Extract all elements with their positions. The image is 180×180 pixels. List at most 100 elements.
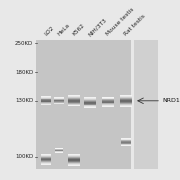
Bar [68, 163, 80, 164]
Bar [40, 98, 51, 99]
Bar [102, 102, 114, 103]
Bar [121, 141, 131, 142]
Text: HeLa: HeLa [57, 23, 71, 37]
Bar [120, 99, 132, 100]
Bar [54, 98, 64, 99]
Bar [54, 101, 64, 102]
Bar [55, 149, 64, 150]
Bar [102, 100, 114, 101]
Bar [120, 97, 132, 98]
Bar [40, 97, 51, 98]
Bar [68, 100, 80, 101]
Bar [102, 104, 114, 105]
Text: K562: K562 [71, 23, 85, 37]
Bar [40, 157, 51, 159]
Bar [40, 155, 51, 156]
Bar [120, 105, 132, 107]
Bar [40, 163, 51, 164]
Bar [68, 155, 80, 156]
Bar [121, 139, 131, 140]
Bar [40, 101, 51, 102]
Bar [120, 96, 132, 97]
Bar [120, 103, 132, 104]
Bar [68, 96, 80, 97]
Bar [68, 104, 80, 105]
Bar [54, 100, 64, 101]
Bar [102, 106, 114, 107]
Bar [40, 98, 51, 100]
Text: LO2: LO2 [43, 25, 55, 37]
Bar [84, 107, 96, 108]
Bar [102, 101, 114, 102]
Bar [84, 102, 96, 104]
Bar [68, 98, 80, 99]
Bar [68, 105, 80, 106]
Text: 180KD: 180KD [15, 69, 33, 75]
Bar [68, 154, 80, 156]
Bar [84, 98, 96, 99]
Bar [68, 103, 80, 105]
Bar [102, 102, 114, 103]
Bar [40, 160, 51, 161]
Bar [54, 98, 64, 99]
Bar [84, 99, 96, 100]
Bar [54, 102, 64, 103]
Bar [102, 97, 114, 98]
Bar [68, 159, 80, 160]
Bar [55, 148, 64, 149]
Bar [54, 103, 64, 104]
Bar [54, 99, 64, 100]
Bar [120, 102, 132, 103]
Bar [40, 103, 51, 104]
Bar [68, 160, 80, 161]
Bar [68, 95, 80, 96]
Bar [40, 156, 51, 157]
Bar [40, 104, 51, 105]
Bar [68, 99, 80, 100]
Bar [36, 40, 131, 169]
Bar [84, 105, 96, 106]
Bar [54, 103, 64, 104]
Bar [102, 103, 114, 104]
Bar [121, 145, 131, 146]
Bar [40, 161, 51, 162]
Bar [40, 162, 51, 163]
Bar [84, 100, 96, 101]
Bar [68, 161, 80, 162]
Bar [120, 95, 132, 96]
Bar [102, 97, 114, 99]
Bar [84, 97, 96, 98]
Bar [84, 103, 96, 105]
Bar [54, 102, 64, 103]
Bar [40, 164, 51, 165]
Bar [68, 164, 80, 165]
Bar [40, 159, 51, 160]
Bar [54, 101, 64, 102]
Bar [68, 101, 80, 102]
Text: Rat testis: Rat testis [123, 14, 147, 37]
Text: 100KD: 100KD [15, 154, 33, 159]
Bar [68, 102, 80, 104]
Bar [68, 165, 80, 166]
Bar [120, 103, 132, 105]
Bar [121, 141, 131, 142]
Bar [68, 156, 80, 158]
Bar [102, 99, 114, 100]
Bar [40, 100, 51, 101]
Bar [55, 151, 64, 152]
Bar [121, 142, 131, 143]
Bar [40, 101, 51, 102]
Bar [120, 101, 132, 102]
Bar [121, 138, 131, 139]
Bar [40, 96, 51, 97]
Bar [68, 158, 80, 159]
Bar [102, 105, 114, 106]
Bar [121, 144, 131, 145]
Text: NIH/3T3: NIH/3T3 [87, 17, 108, 37]
Bar [40, 156, 51, 158]
Bar [121, 143, 131, 144]
Bar [84, 104, 96, 105]
Text: Mouse testis: Mouse testis [105, 7, 135, 37]
Bar [68, 97, 80, 98]
Bar [120, 100, 132, 101]
